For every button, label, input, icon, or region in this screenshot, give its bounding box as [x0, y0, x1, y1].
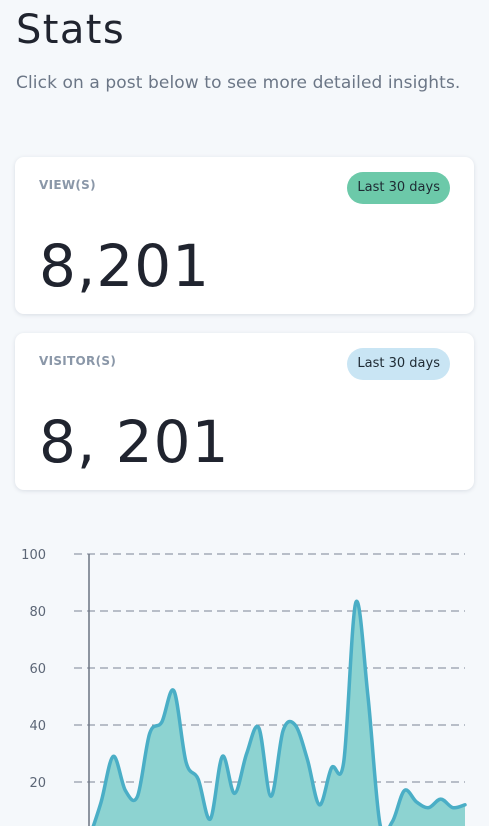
data-point-16[interactable] — [267, 792, 275, 800]
views-period-badge[interactable]: Last 30 days — [347, 172, 450, 204]
visitors-period-badge[interactable]: Last 30 days — [347, 348, 450, 380]
stats-chart: 20 40 60 80 100 — [0, 530, 489, 826]
data-point-28[interactable] — [412, 798, 420, 806]
data-point-9[interactable] — [182, 758, 190, 766]
data-point-5[interactable] — [134, 792, 142, 800]
views-label: VIEW(S) — [39, 178, 96, 192]
data-point-32[interactable] — [461, 801, 469, 809]
data-point-4[interactable] — [121, 787, 129, 795]
y-tick-label: 100 — [21, 548, 46, 563]
data-point-20[interactable] — [315, 801, 323, 809]
data-point-19[interactable] — [303, 755, 311, 763]
data-point-3[interactable] — [109, 752, 117, 760]
data-point-12[interactable] — [218, 752, 226, 760]
visitors-label: VISITOR(S) — [39, 354, 117, 368]
page-subtitle: Click on a post below to see more detail… — [16, 73, 461, 93]
data-point-22[interactable] — [340, 758, 348, 766]
data-point-10[interactable] — [194, 775, 202, 783]
data-point-11[interactable] — [206, 815, 214, 823]
data-point-13[interactable] — [231, 789, 239, 797]
series-area — [93, 601, 465, 826]
data-point-21[interactable] — [328, 764, 336, 772]
visitors-value: 8, 201 — [39, 408, 230, 476]
data-point-6[interactable] — [146, 730, 154, 738]
views-card: VIEW(S) Last 30 days 8,201 — [15, 157, 474, 314]
data-point-18[interactable] — [291, 721, 299, 729]
y-tick-label: 40 — [29, 719, 46, 734]
data-point-29[interactable] — [425, 804, 433, 812]
data-point-8[interactable] — [170, 687, 178, 695]
views-value: 8,201 — [39, 232, 211, 300]
page-title: Stats — [16, 7, 126, 53]
data-point-30[interactable] — [437, 795, 445, 803]
data-point-15[interactable] — [255, 724, 263, 732]
data-point-14[interactable] — [243, 750, 251, 758]
data-point-23[interactable] — [352, 598, 360, 606]
y-tick-label: 60 — [29, 662, 46, 677]
y-tick-label: 80 — [29, 605, 46, 620]
data-point-7[interactable] — [158, 718, 166, 726]
visitors-card: VISITOR(S) Last 30 days 8, 201 — [15, 333, 474, 490]
stats-chart-svg: 20 40 60 80 100 — [21, 548, 469, 826]
data-point-24[interactable] — [364, 693, 372, 701]
series-line — [91, 599, 467, 826]
data-point-2[interactable] — [97, 798, 105, 806]
data-point-27[interactable] — [400, 787, 408, 795]
y-tick-label: 20 — [29, 776, 46, 791]
data-point-31[interactable] — [449, 804, 457, 812]
data-point-17[interactable] — [279, 727, 287, 735]
data-point-26[interactable] — [388, 818, 396, 826]
